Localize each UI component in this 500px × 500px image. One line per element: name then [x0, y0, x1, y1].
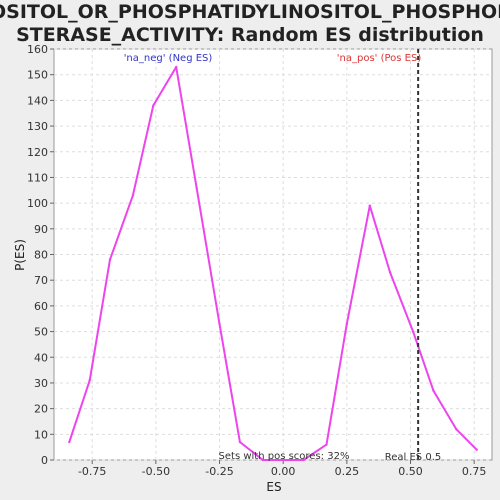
y-tick-label: 70	[34, 274, 48, 287]
data-point	[476, 449, 478, 451]
data-point	[218, 323, 220, 325]
y-axis-label: P(ES)	[13, 239, 27, 271]
chart-title-line-1: INOSITOL_OR_PHOSPHATIDYLINOSITOL_PHOSPHO…	[0, 1, 500, 23]
y-tick-label: 110	[27, 171, 48, 184]
data-point	[68, 441, 70, 443]
x-tick-label: 0.25	[335, 465, 360, 478]
data-point	[88, 379, 90, 381]
x-tick-label: 0.75	[462, 465, 487, 478]
y-tick-label: 20	[34, 403, 48, 416]
y-tick-label: 50	[34, 326, 48, 339]
annotation-pos-es: 'na_pos' (Pos ES)	[337, 53, 422, 64]
data-point	[195, 187, 197, 189]
x-axis-label: ES	[266, 480, 281, 494]
y-tick-label: 160	[27, 43, 48, 56]
x-tick-label: 0.50	[398, 465, 423, 478]
data-point	[389, 271, 391, 273]
data-point	[369, 204, 371, 206]
y-tick-label: 40	[34, 351, 48, 364]
x-tick-label: -0.75	[78, 465, 106, 478]
data-point	[239, 441, 241, 443]
y-tick-label: 0	[41, 454, 48, 467]
x-tick-label: -0.50	[142, 465, 170, 478]
y-tick-label: 80	[34, 249, 48, 262]
y-tick-label: 100	[27, 197, 48, 210]
data-point	[325, 443, 327, 445]
data-point	[109, 258, 111, 260]
footer-pos-scores: Sets with pos scores: 32%	[219, 451, 350, 462]
data-point	[432, 389, 434, 391]
data-point	[346, 323, 348, 325]
data-point	[412, 330, 414, 332]
y-tick-label: 120	[27, 146, 48, 159]
y-tick-label: 60	[34, 300, 48, 313]
y-tick-label: 130	[27, 120, 48, 133]
chart-title-line-2: STERASE_ACTIVITY: Random ES distribution	[16, 24, 484, 46]
x-tick-label: -0.25	[205, 465, 233, 478]
data-point	[455, 428, 457, 430]
y-tick-label: 10	[34, 428, 48, 441]
real-es-label: Real ES 0.5	[385, 452, 441, 463]
annotation-neg-es: 'na_neg' (Neg ES)	[124, 53, 213, 64]
data-point	[132, 194, 134, 196]
y-tick-label: 140	[27, 94, 48, 107]
data-point	[152, 104, 154, 106]
x-tick-label: 0.00	[271, 465, 296, 478]
y-tick-label: 90	[34, 223, 48, 236]
y-tick-label: 150	[27, 69, 48, 82]
y-tick-label: 30	[34, 377, 48, 390]
data-point	[175, 66, 177, 68]
